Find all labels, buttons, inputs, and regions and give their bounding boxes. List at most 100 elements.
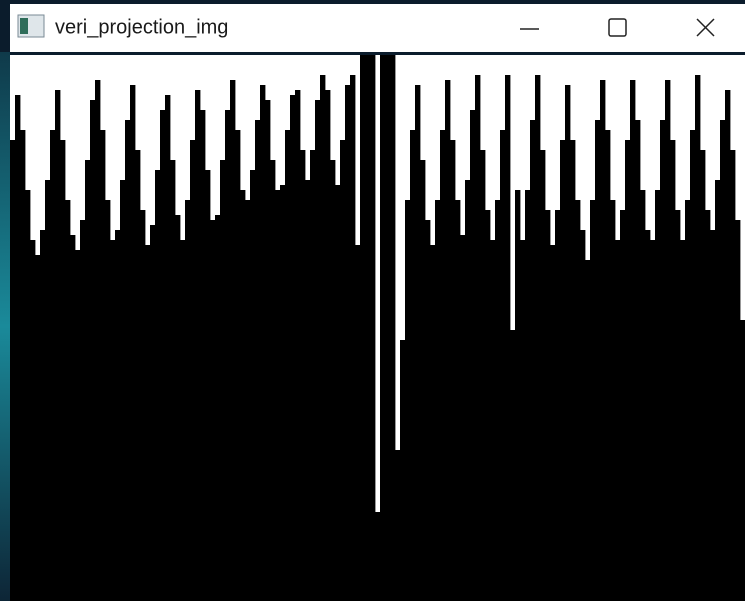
- projection-column: [25, 190, 30, 601]
- projection-column: [505, 75, 510, 601]
- projection-column: [730, 150, 735, 601]
- projection-column: [225, 110, 230, 601]
- projection-column: [455, 200, 460, 601]
- projection-column: [95, 80, 100, 601]
- projection-column: [245, 200, 250, 601]
- projection-column: [250, 170, 255, 601]
- projection-column: [295, 90, 300, 601]
- projection-column: [305, 180, 310, 601]
- projection-column: [285, 130, 290, 601]
- projection-column: [155, 170, 160, 601]
- projection-column: [400, 340, 405, 601]
- projection-column: [595, 120, 600, 601]
- projection-column: [430, 245, 435, 601]
- projection-column: [185, 200, 190, 601]
- projection-column: [615, 240, 620, 601]
- projection-column: [220, 160, 225, 601]
- projection-column: [45, 180, 50, 601]
- projection-column: [585, 260, 590, 601]
- projection-column: [470, 110, 475, 601]
- projection-column: [645, 230, 650, 601]
- projection-column: [115, 230, 120, 601]
- projection-column: [150, 225, 155, 601]
- projection-column: [340, 140, 345, 601]
- projection-column: [260, 85, 265, 601]
- projection-column: [510, 330, 515, 601]
- projection-column: [290, 95, 295, 601]
- projection-column: [650, 240, 655, 601]
- projection-column: [590, 200, 595, 601]
- projection-column: [315, 100, 320, 601]
- projection-column: [635, 120, 640, 601]
- projection-column: [560, 140, 565, 601]
- projection-column: [100, 130, 105, 601]
- projection-column: [330, 160, 335, 601]
- projection-column: [75, 250, 80, 601]
- projection-column: [200, 110, 205, 601]
- projection-column: [205, 170, 210, 601]
- projection-column: [360, 55, 365, 601]
- projection-column: [700, 150, 705, 601]
- projection-column: [420, 160, 425, 601]
- projection-column: [65, 200, 70, 601]
- projection-column: [710, 230, 715, 601]
- window-title: veri_projection_img: [55, 16, 228, 38]
- projection-column: [165, 95, 170, 601]
- projection-column: [445, 80, 450, 601]
- projection-column: [565, 85, 570, 601]
- projection-column: [530, 120, 535, 601]
- projection-column: [90, 100, 95, 601]
- projection-column: [640, 190, 645, 601]
- projection-column: [720, 120, 725, 601]
- projection-column: [170, 160, 175, 601]
- projection-column: [680, 240, 685, 601]
- projection-column: [105, 200, 110, 601]
- projection-column: [370, 55, 375, 601]
- app-icon: [18, 15, 44, 37]
- projection-column: [465, 180, 470, 601]
- projection-column: [270, 160, 275, 601]
- projection-column: [235, 130, 240, 601]
- projection-column: [190, 140, 195, 601]
- projection-column: [365, 55, 370, 601]
- projection-column: [625, 140, 630, 601]
- projection-column: [255, 120, 260, 601]
- screenshot: veri_projection_img: [0, 0, 745, 601]
- projection-column: [440, 130, 445, 601]
- projection-column: [10, 140, 15, 601]
- projection-column: [180, 240, 185, 601]
- projection-column: [690, 130, 695, 601]
- projection-column: [525, 190, 530, 601]
- projection-column: [605, 130, 610, 601]
- projection-column: [450, 140, 455, 601]
- projection-column: [555, 210, 560, 601]
- projection-column: [240, 190, 245, 601]
- projection-column: [495, 200, 500, 601]
- projection-column: [735, 220, 740, 601]
- projection-column: [535, 75, 540, 601]
- projection-column: [665, 80, 670, 601]
- desktop-edge: [0, 52, 10, 601]
- projection-column: [475, 75, 480, 601]
- projection-column: [480, 150, 485, 601]
- projection-column: [85, 160, 90, 601]
- projection-column: [120, 180, 125, 601]
- projection-column: [670, 140, 675, 601]
- projection-column: [395, 450, 400, 601]
- projection-column: [130, 85, 135, 601]
- projection-column: [350, 75, 355, 601]
- projection-column: [620, 210, 625, 601]
- projection-column: [40, 230, 45, 601]
- projection-column: [60, 140, 65, 601]
- projection-column: [110, 240, 115, 601]
- projection-column: [140, 210, 145, 601]
- projection-column: [355, 245, 360, 601]
- projection-column: [540, 150, 545, 601]
- projection-column: [520, 240, 525, 601]
- projection-column: [545, 210, 550, 601]
- projection-column: [345, 85, 350, 601]
- projection-column: [265, 100, 270, 601]
- projection-column: [515, 190, 520, 601]
- projection-column: [50, 130, 55, 601]
- projection-column: [230, 80, 235, 601]
